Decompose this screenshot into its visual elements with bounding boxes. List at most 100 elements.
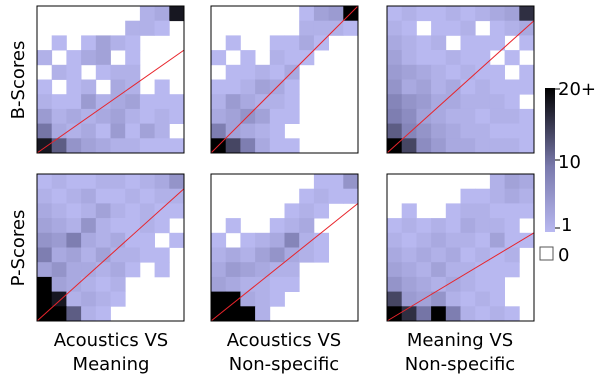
heatmap-cell	[51, 247, 67, 263]
heatmap-cell	[225, 306, 241, 322]
heatmap-cell	[489, 276, 505, 292]
heatmap-cell	[489, 79, 505, 95]
heatmap-cell	[460, 306, 476, 322]
heatmap-cell	[431, 247, 447, 263]
heatmap-cell	[460, 276, 476, 292]
heatmap-cell	[51, 262, 67, 278]
heatmap-cell	[475, 306, 491, 322]
heatmap-cell	[445, 203, 461, 219]
heatmap-cell	[445, 232, 461, 248]
heatmap-cell	[431, 94, 447, 110]
heatmap-cell	[255, 247, 271, 263]
heatmap-cell	[416, 123, 432, 139]
heatmap-cell	[445, 218, 461, 234]
heatmap-cell	[460, 108, 476, 124]
heatmap-cell	[81, 276, 97, 292]
heatmap-cell	[225, 276, 241, 292]
heatmap-cell	[240, 50, 256, 66]
heatmap-cell	[169, 94, 185, 110]
heatmap-cell	[240, 138, 256, 154]
panel-frame	[36, 173, 185, 322]
heatmap-cell	[110, 276, 126, 292]
heatmap-cell	[387, 232, 403, 248]
heatmap-cell	[489, 188, 505, 204]
heatmap-cell	[460, 218, 476, 234]
heatmap-cell	[504, 94, 520, 110]
heatmap-cell	[81, 138, 97, 154]
heatmap-cell	[489, 232, 505, 248]
heatmap-cell	[445, 138, 461, 154]
heatmap-cell	[387, 291, 403, 307]
heatmap-cell	[211, 262, 227, 278]
heatmap-cell	[299, 218, 315, 234]
heatmap-cell	[445, 79, 461, 95]
heatmap-cell	[95, 276, 111, 292]
diagonal-line	[386, 20, 535, 154]
colorbar-label-10: 10	[558, 152, 581, 173]
heatmap-cell	[475, 108, 491, 124]
heatmap-cell	[401, 79, 417, 95]
panel-frame	[210, 173, 359, 322]
heatmap-cell	[154, 123, 170, 139]
heatmap-cell	[110, 64, 126, 80]
heatmap-cell	[110, 108, 126, 124]
heatmap-cell	[81, 306, 97, 322]
heatmap-cell	[416, 108, 432, 124]
heatmap-cell	[154, 218, 170, 234]
heatmap-cell	[37, 188, 53, 204]
heatmap-cell	[519, 108, 535, 124]
heatmap-cell	[81, 50, 97, 66]
heatmap-cell	[475, 6, 491, 22]
heatmap-cell	[489, 20, 505, 36]
heatmap-cell	[401, 64, 417, 80]
colorbar	[545, 88, 555, 232]
heatmap-cell	[475, 291, 491, 307]
heatmap-cell	[460, 20, 476, 36]
heatmap-cell	[95, 123, 111, 139]
heatmap-cell	[125, 94, 141, 110]
heatmap-cell	[387, 108, 403, 124]
heatmap-cell	[66, 276, 82, 292]
heatmap-cell	[211, 291, 227, 307]
heatmap-cell	[37, 138, 53, 154]
heatmap-cell	[240, 306, 256, 322]
heatmap-cell	[445, 123, 461, 139]
heatmap-cell	[255, 232, 271, 248]
heatmap-cell	[110, 291, 126, 307]
heatmap-cell	[66, 50, 82, 66]
heatmap-cell	[475, 203, 491, 219]
heatmap-cell	[460, 35, 476, 51]
heatmap-panel-4	[36, 173, 185, 322]
heatmap-cell	[489, 203, 505, 219]
heatmap-cell	[343, 188, 359, 204]
heatmap-cell	[475, 188, 491, 204]
heatmap-cell	[81, 35, 97, 51]
heatmap-cell	[66, 108, 82, 124]
heatmap-cell	[269, 108, 285, 124]
heatmap-cell	[460, 262, 476, 278]
heatmap-cell	[401, 94, 417, 110]
heatmap-cell	[489, 35, 505, 51]
heatmap-cell	[51, 35, 67, 51]
heatmap-cell	[95, 218, 111, 234]
heatmap-cell	[139, 188, 155, 204]
heatmap-cell	[81, 247, 97, 263]
heatmap-cell	[154, 6, 170, 22]
heatmap-cell	[211, 276, 227, 292]
heatmap-cell	[240, 123, 256, 139]
heatmap-cell	[504, 218, 520, 234]
heatmap-cell	[445, 6, 461, 22]
heatmap-cell	[110, 94, 126, 110]
heatmap-cell	[460, 6, 476, 22]
heatmap-cell	[110, 203, 126, 219]
col-label-2-line2: Non-specific	[229, 354, 339, 375]
heatmap-cell	[431, 79, 447, 95]
heatmap-cell	[139, 20, 155, 36]
heatmap-cell	[125, 247, 141, 263]
heatmap-cell	[460, 94, 476, 110]
heatmap-cell	[460, 188, 476, 204]
heatmap-cell	[431, 138, 447, 154]
heatmap-cell	[269, 138, 285, 154]
heatmap-cell	[328, 188, 344, 204]
